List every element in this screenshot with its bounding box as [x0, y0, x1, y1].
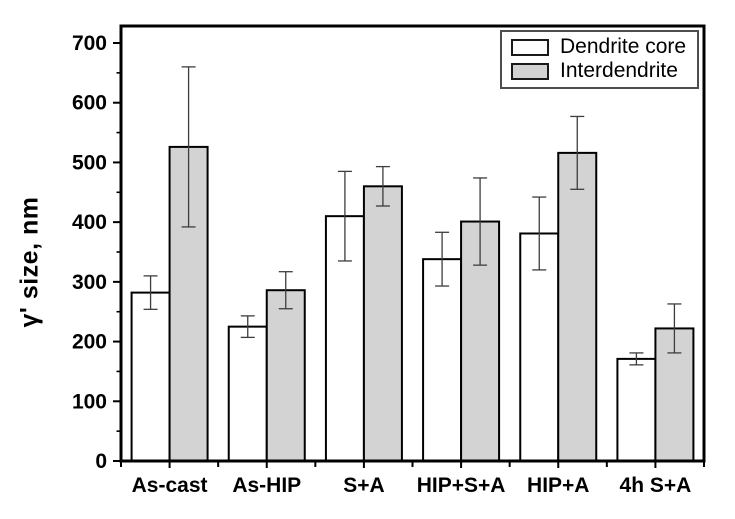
error-bar-interdendrite-2 [375, 165, 390, 207]
bar-interdendrite-1 [265, 289, 306, 462]
bar-interdendrite-2 [362, 185, 403, 462]
error-bar-dendrite-core-3 [435, 231, 450, 287]
error-bar-interdendrite-4 [570, 115, 585, 190]
y-tick-label: 200 [72, 331, 107, 354]
legend-swatch-dendrite-core [511, 38, 549, 56]
error-bar-interdendrite-3 [473, 177, 488, 266]
legend: Dendrite core Interdendrite [500, 30, 699, 89]
y-tick-label: 100 [72, 390, 107, 413]
legend-label-interdendrite: Interdendrite [560, 59, 678, 82]
bar-interdendrite-4 [557, 151, 598, 462]
error-bar-dendrite-core-4 [532, 196, 547, 271]
error-bar-dendrite-core-2 [337, 170, 352, 262]
x-category-label: As-HIP [232, 474, 301, 497]
x-category-label: 4h S+A [620, 474, 692, 497]
y-tick-label: 500 [72, 151, 107, 174]
bar-dendrite-core-3 [422, 258, 463, 462]
bar-dendrite-core-4 [519, 232, 560, 462]
y-tick-label: 300 [72, 271, 107, 294]
y-tick-label: 700 [72, 32, 107, 55]
bar-dendrite-core-1 [227, 325, 268, 462]
error-bar-dendrite-core-5 [629, 352, 644, 366]
legend-row-dendrite-core: Dendrite core [511, 36, 690, 58]
y-tick-label: 0 [95, 450, 107, 473]
legend-label-dendrite-core: Dendrite core [560, 35, 687, 58]
error-bar-interdendrite-0 [181, 66, 196, 228]
legend-row-interdendrite: Interdendrite [511, 60, 690, 82]
bar-dendrite-core-5 [616, 357, 657, 463]
x-category-label: HIP+A [527, 474, 589, 497]
error-bar-interdendrite-5 [667, 303, 682, 354]
error-bar-dendrite-core-1 [240, 315, 255, 339]
plot-frame [119, 24, 706, 463]
x-category-label: HIP+S+A [417, 474, 506, 497]
x-category-label: S+A [343, 474, 384, 497]
legend-swatch-interdendrite [511, 62, 549, 80]
error-bar-dendrite-core-0 [143, 275, 158, 310]
y-tick-label: 600 [72, 92, 107, 115]
y-tick-label: 400 [72, 211, 107, 234]
error-bar-interdendrite-1 [278, 271, 293, 310]
x-category-label: As-cast [132, 474, 208, 497]
bar-dendrite-core-0 [130, 291, 171, 462]
